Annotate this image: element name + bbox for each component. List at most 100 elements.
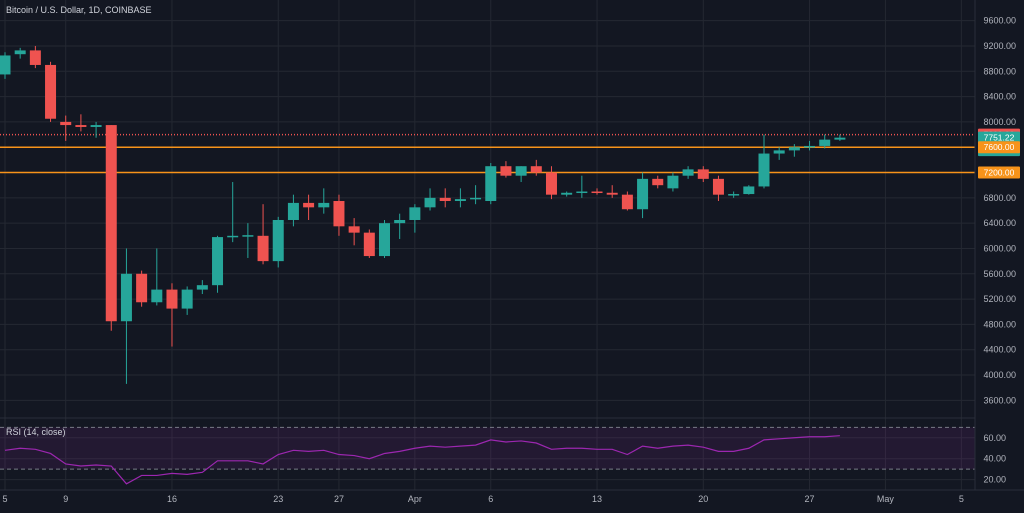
candle-body	[120, 273, 132, 322]
candle	[394, 213, 406, 239]
candle-body	[454, 199, 466, 202]
price-badge-bg	[978, 141, 1020, 154]
candle	[712, 175, 724, 202]
candle	[212, 235, 224, 293]
rsi-series-line	[4, 435, 840, 485]
candle	[0, 52, 11, 79]
candle-body	[712, 178, 724, 195]
candle-body	[637, 178, 649, 210]
candle	[257, 204, 269, 265]
price-tick-label: 4800.00	[983, 319, 1016, 329]
candle-body	[667, 175, 679, 189]
candle-body	[60, 121, 72, 126]
date-tick-label: 9	[63, 494, 68, 504]
candle-body	[561, 192, 573, 195]
candle	[287, 194, 299, 227]
candle	[424, 188, 436, 211]
candle	[743, 185, 755, 195]
price-tick-label: 6800.00	[983, 193, 1016, 203]
candle-body	[257, 235, 269, 262]
price-tick-label: 5600.00	[983, 269, 1016, 279]
date-axis[interactable]: 5 9 16 23 27 Apr 6 13 20 27 May 5	[2, 494, 963, 504]
candle	[819, 134, 831, 149]
candle	[196, 280, 208, 295]
date-tick-label: 27	[334, 494, 344, 504]
date-tick-label: 16	[167, 494, 177, 504]
candle	[667, 172, 679, 192]
price-tick-label: 6000.00	[983, 243, 1016, 253]
candle	[120, 248, 132, 384]
candle	[151, 248, 163, 306]
price-badge: 7751.22	[978, 131, 1020, 144]
rsi-axis[interactable]: 60.00 40.00 20.00	[983, 433, 1006, 485]
price-badge: 7600.00	[978, 141, 1020, 154]
candle	[166, 283, 178, 347]
price-tick-label: 9200.00	[983, 41, 1016, 51]
price-axis[interactable]: 9600.00 9200.00 8800.00 8400.00 8000.00 6800.…	[983, 16, 1016, 406]
candle	[697, 166, 709, 183]
candle-body	[348, 226, 360, 233]
candle-body	[743, 186, 755, 195]
candle-body	[0, 55, 11, 75]
candle	[454, 188, 466, 208]
date-tick-label: Apr	[408, 494, 422, 504]
price-tick-label: 3600.00	[983, 395, 1016, 405]
candle	[834, 134, 846, 141]
candle	[272, 216, 284, 268]
candle-body	[834, 137, 846, 140]
candle-body	[515, 166, 527, 176]
candle-body	[151, 289, 163, 303]
candle-body	[682, 169, 694, 176]
candle	[45, 61, 57, 122]
candle	[318, 188, 330, 214]
price-tick-label: 8400.00	[983, 92, 1016, 102]
candle-body	[485, 166, 497, 202]
rsi-band	[0, 426, 975, 470]
candle-body	[773, 150, 785, 154]
candle-body	[29, 50, 41, 65]
candle	[515, 166, 527, 183]
candle-body	[181, 289, 193, 309]
candle-body	[758, 153, 770, 187]
candle-body	[318, 202, 330, 208]
price-tick-label: 8000.00	[983, 117, 1016, 127]
candle-body	[333, 201, 345, 227]
date-tick-label: May	[877, 494, 895, 504]
candle	[485, 163, 497, 205]
date-tick-label: 5	[959, 494, 964, 504]
candle	[439, 188, 451, 208]
price-tick-label: 5200.00	[983, 294, 1016, 304]
candle-body	[788, 147, 800, 151]
candle-body	[819, 139, 831, 146]
candle	[14, 47, 26, 59]
price-badge-bg	[978, 166, 1020, 179]
rsi-band-fill	[0, 427, 975, 470]
candle	[576, 175, 588, 198]
candle	[470, 185, 482, 205]
candles	[0, 45, 846, 384]
price-badge-text: 7200.00	[984, 168, 1015, 178]
date-tick-label: 6	[488, 494, 493, 504]
candle-body	[439, 197, 451, 202]
candle-body	[621, 194, 633, 210]
price-badge-text: 7751.22	[984, 133, 1015, 143]
candle-body	[196, 285, 208, 290]
candle	[242, 223, 254, 258]
candle	[60, 115, 72, 141]
candle-body	[576, 191, 588, 194]
candle-body	[287, 202, 299, 220]
candle	[75, 114, 87, 132]
chart-title: Bitcoin / U.S. Dollar, 1D, COINBASE	[6, 5, 152, 15]
grid-lines	[0, 0, 975, 490]
rsi-label: RSI (14, close)	[6, 427, 66, 437]
candle	[379, 219, 390, 258]
candle-body	[606, 192, 618, 195]
candle-body	[105, 125, 117, 322]
candle	[758, 134, 770, 189]
candle	[500, 161, 512, 178]
candle	[773, 147, 785, 160]
